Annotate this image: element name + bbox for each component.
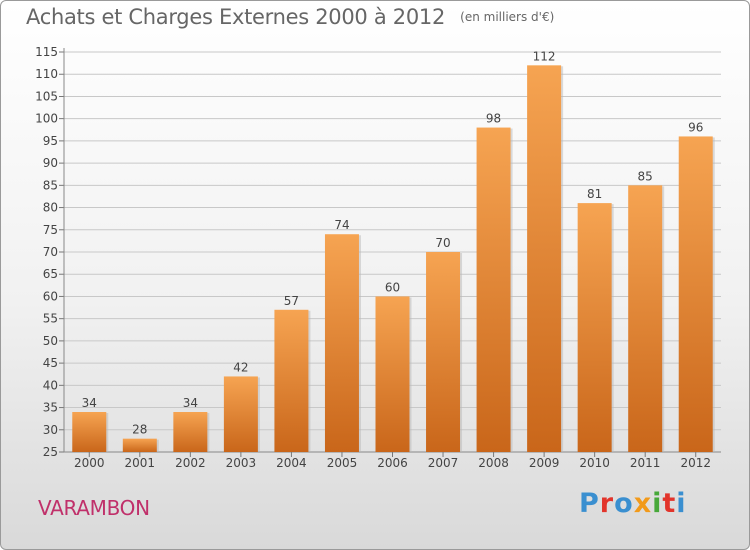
data-label: 96 [688, 120, 703, 134]
y-tick-label: 105 [35, 89, 58, 103]
y-tick-label: 40 [43, 378, 58, 392]
data-label: 28 [132, 423, 147, 437]
x-tick-label: 2008 [478, 456, 509, 470]
x-tick-label: 2002 [175, 456, 206, 470]
logo-letter: r [599, 488, 615, 519]
chart-title-text: Achats et Charges Externes 2000 à 2012 [26, 5, 446, 29]
data-label: 98 [486, 112, 501, 126]
bar-2007 [426, 252, 461, 452]
data-label: 85 [638, 169, 653, 183]
data-label: 42 [233, 360, 248, 374]
logo-letter: t [662, 488, 677, 519]
commune-name: VARAMBON [38, 496, 150, 520]
y-tick-label: 90 [43, 156, 58, 170]
x-tick-label: 2012 [680, 456, 711, 470]
x-tick-label: 2011 [630, 456, 661, 470]
bar-2010 [577, 203, 612, 452]
data-label: 74 [334, 218, 349, 232]
y-tick-label: 100 [35, 112, 58, 126]
x-tick-label: 2000 [74, 456, 105, 470]
y-tick-label: 50 [43, 334, 58, 348]
y-tick-label: 60 [43, 289, 58, 303]
x-tick-label: 2007 [428, 456, 459, 470]
bar-2000 [72, 412, 107, 452]
y-tick-label: 65 [43, 267, 58, 281]
bar-2002 [173, 412, 208, 452]
x-tick-label: 2005 [327, 456, 358, 470]
y-tick-label: 45 [43, 356, 58, 370]
bar-2001 [122, 438, 157, 452]
logo-letter: i [676, 488, 687, 519]
bar-2005 [324, 234, 359, 452]
y-tick-label: 85 [43, 178, 58, 192]
bar-2008 [476, 127, 511, 453]
bar-2004 [274, 309, 309, 452]
y-tick-label: 25 [43, 445, 58, 459]
logo-letter: P [579, 488, 600, 519]
y-tick-label: 95 [43, 134, 58, 148]
logo-letter: o [614, 488, 634, 519]
data-label: 81 [587, 187, 602, 201]
data-label: 60 [385, 280, 400, 294]
bars [72, 65, 715, 453]
y-tick-label: 110 [35, 67, 58, 81]
x-tick-label: 2009 [529, 456, 560, 470]
y-tick-label: 70 [43, 245, 58, 259]
data-label: 57 [284, 294, 299, 308]
x-tick-label: 2006 [377, 456, 408, 470]
proxiti-logo: Proxiti [579, 488, 687, 519]
x-tick-label: 2004 [276, 456, 307, 470]
bar-2012 [678, 136, 713, 452]
x-tick-label: 2010 [579, 456, 610, 470]
bar-2003 [223, 376, 258, 452]
bar-2011 [628, 185, 663, 453]
bar-2009 [527, 65, 562, 452]
chart-title: Achats et Charges Externes 2000 à 2012 (… [26, 5, 554, 29]
chart-unit-note: (en milliers d'€) [460, 10, 555, 24]
y-tick-label: 75 [43, 223, 58, 237]
data-labels: 34 28 34 42 57 74 60 70 98 112 81 85 96 [82, 49, 704, 436]
data-label: 112 [533, 49, 556, 63]
y-tick-label: 80 [43, 201, 58, 215]
axes: 25 30 35 40 45 50 55 60 65 70 75 80 85 90 95 100 105 110 1… [35, 45, 721, 470]
data-label: 34 [82, 396, 97, 410]
y-tick-label: 115 [35, 45, 58, 59]
bar-2006 [375, 296, 410, 452]
logo-letter: i [652, 488, 663, 519]
data-label: 70 [435, 236, 450, 250]
x-tick-label: 2003 [226, 456, 257, 470]
x-tick-label: 2001 [125, 456, 156, 470]
logo-letter: x [633, 488, 653, 519]
y-tick-label: 35 [43, 401, 58, 415]
y-tick-label: 30 [43, 423, 58, 437]
data-label: 34 [183, 396, 198, 410]
y-tick-label: 55 [43, 312, 58, 326]
